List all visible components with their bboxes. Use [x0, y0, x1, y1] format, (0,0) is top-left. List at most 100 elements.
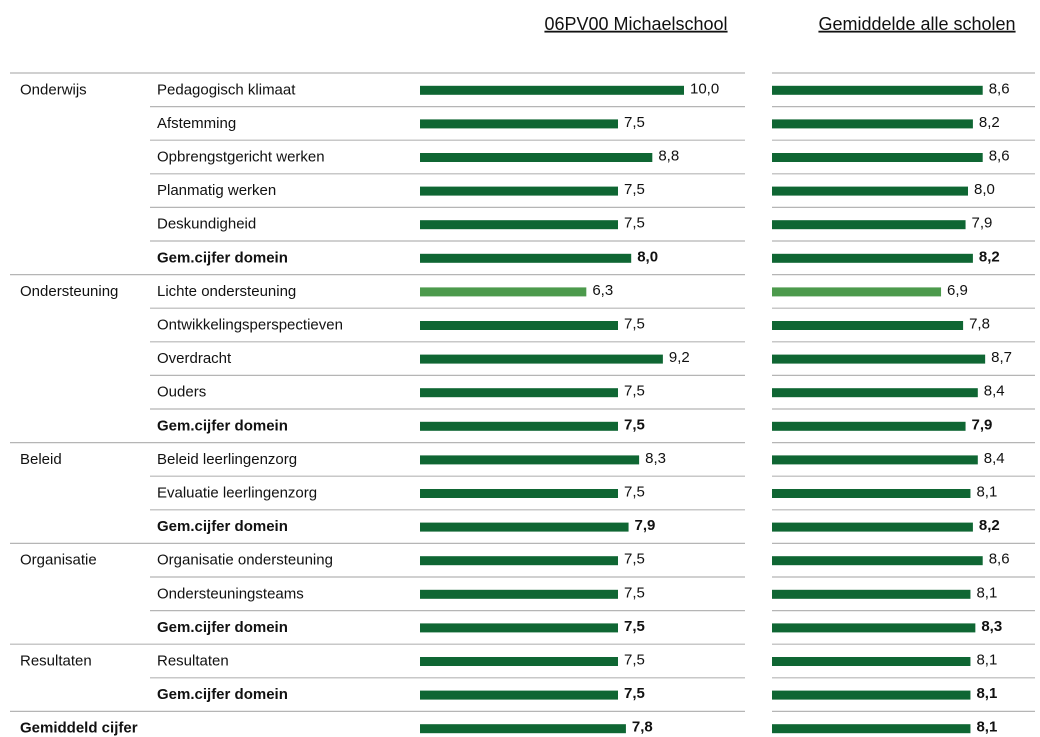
row-label: Afstemming [157, 115, 236, 132]
value-label: 7,9 [635, 517, 656, 534]
bar [420, 623, 618, 633]
bar [772, 186, 968, 196]
value-label: 8,7 [991, 349, 1012, 366]
row-label: Pedagogisch klimaat [157, 81, 296, 98]
value-label: 8,3 [981, 618, 1002, 635]
bar [772, 724, 971, 734]
bar [420, 388, 618, 398]
value-label: 7,5 [624, 551, 645, 568]
value-label: 6,3 [592, 282, 613, 299]
row-label: Opbrengstgericht werken [157, 148, 325, 165]
domain-label: Beleid [20, 451, 62, 468]
bar [420, 522, 629, 532]
domain-label: Resultaten [20, 652, 92, 669]
bar [420, 489, 618, 498]
value-label: 7,5 [624, 483, 645, 500]
row-label: Beleid leerlingenzorg [157, 451, 297, 468]
bar [420, 421, 618, 431]
value-label: 8,1 [976, 483, 997, 500]
bar [420, 220, 618, 230]
bar [772, 321, 964, 330]
value-label: 8,1 [976, 651, 997, 668]
value-label: 7,5 [624, 383, 645, 400]
row-label: Ondersteuningsteams [157, 585, 304, 602]
value-label: 7,8 [632, 719, 653, 736]
row-label: Gem.cijfer domein [157, 249, 288, 266]
series-header: 06PV00 Michaelschool [544, 14, 727, 34]
value-label: 7,5 [624, 181, 645, 198]
bar [420, 153, 653, 162]
bar [420, 287, 587, 297]
value-label: 7,9 [972, 416, 993, 433]
row-label: Planmatig werken [157, 182, 276, 199]
row-label: Gem.cijfer domein [157, 518, 288, 535]
value-label: 7,9 [972, 215, 993, 232]
bar [420, 186, 618, 196]
value-label: 9,2 [669, 349, 690, 366]
bar [772, 657, 971, 666]
value-label: 6,9 [947, 282, 968, 299]
value-label: 8,8 [658, 147, 679, 164]
value-label: 8,2 [979, 114, 1000, 131]
bar [772, 153, 983, 162]
bar [772, 690, 971, 700]
row-label: Gem.cijfer domein [157, 686, 288, 703]
value-label: 7,8 [969, 315, 990, 332]
bar [420, 556, 618, 566]
value-label: 7,5 [624, 416, 645, 433]
domain-label: Gemiddeld cijfer [20, 720, 138, 737]
bar [772, 489, 971, 498]
bar [420, 321, 618, 330]
value-label: 8,6 [989, 551, 1010, 568]
bar [772, 220, 966, 230]
bar [772, 354, 986, 364]
row-label: Ontwikkelingsperspectieven [157, 316, 343, 333]
bar [772, 455, 978, 465]
value-label: 8,6 [989, 80, 1010, 97]
bar [420, 354, 663, 364]
bar [772, 85, 983, 95]
row-label: Deskundigheid [157, 216, 256, 233]
bar [420, 253, 632, 263]
bar [772, 253, 973, 263]
row-label: Organisatie ondersteuning [157, 552, 333, 569]
value-label: 8,0 [974, 181, 995, 198]
bar [772, 589, 971, 599]
row-label: Evaluatie leerlingenzorg [157, 484, 317, 501]
value-label: 10,0 [690, 80, 719, 97]
row-label: Gem.cijfer domein [157, 417, 288, 434]
row-label: Overdracht [157, 350, 232, 367]
row-label: Resultaten [157, 652, 229, 669]
bar [420, 657, 618, 666]
value-label: 8,3 [645, 450, 666, 467]
bar [420, 455, 640, 465]
value-label: 7,5 [624, 215, 645, 232]
row-label: Gem.cijfer domein [157, 619, 288, 636]
value-label: 7,5 [624, 315, 645, 332]
bar [420, 690, 618, 700]
value-label: 8,1 [976, 685, 997, 702]
value-label: 7,5 [624, 618, 645, 635]
bar [420, 85, 684, 95]
row-label: Ouders [157, 384, 206, 401]
domain-label: Onderwijs [20, 81, 87, 98]
row-label: Lichte ondersteuning [157, 283, 296, 300]
value-label: 8,6 [989, 147, 1010, 164]
value-label: 7,5 [624, 114, 645, 131]
value-label: 8,2 [979, 517, 1000, 534]
bar [420, 589, 618, 599]
bar [772, 556, 983, 566]
series-header: Gemiddelde alle scholen [818, 14, 1015, 34]
bar [420, 119, 618, 129]
domain-label: Ondersteuning [20, 283, 118, 300]
value-label: 8,2 [979, 248, 1000, 265]
bar [772, 522, 973, 532]
value-label: 7,5 [624, 651, 645, 668]
value-label: 7,5 [624, 685, 645, 702]
bar [772, 287, 942, 297]
value-label: 8,4 [984, 383, 1005, 400]
value-label: 8,4 [984, 450, 1005, 467]
domain-label: Organisatie [20, 552, 97, 569]
value-label: 8,1 [976, 584, 997, 601]
